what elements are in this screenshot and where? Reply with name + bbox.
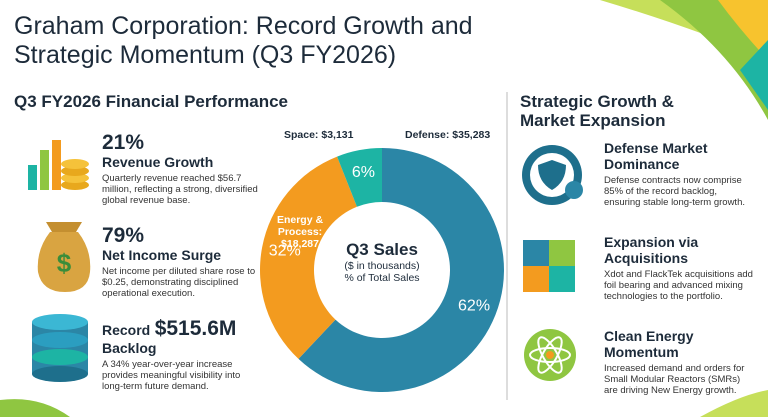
svg-text:$: $ — [57, 248, 72, 278]
metric-text: Net income per diluted share rose to $0.… — [102, 266, 256, 299]
metric-prefix: Record — [102, 322, 151, 338]
corner-shape — [660, 0, 768, 120]
atom-icon — [524, 329, 576, 381]
strategy-text: Increased demand and orders for Small Mo… — [604, 363, 745, 396]
chart-title: Q3 Sales — [346, 240, 418, 259]
strategy-text: Defense contracts now comprise 85% of th… — [604, 175, 745, 208]
strategy-title: Clean Energy Momentum — [604, 328, 694, 360]
shield-gear-icon — [522, 145, 583, 205]
donut-chart: 62% 32% 6% — [260, 148, 504, 392]
metric: 79% Net Income Surge Net income per dilu… — [102, 224, 262, 300]
metric-figure: 79% — [102, 224, 145, 247]
corner-shape — [0, 399, 70, 417]
metric-text: A 34% year-over-year increase provides m… — [102, 359, 241, 392]
donut-center: Q3 Sales ($ in thousands) % of Total Sal… — [330, 240, 434, 284]
category-label: Space: $3,131 — [284, 129, 354, 141]
donut-segment — [337, 148, 382, 207]
money-bag-icon: $ — [37, 222, 91, 292]
strategy-text: Xdot and FlackTek acquisitions add foil … — [604, 269, 753, 302]
strategy-title: Expansion via Acquisitions — [604, 234, 699, 266]
value-label: 6% — [352, 164, 375, 181]
chart-note: % of Total Sales — [344, 272, 420, 284]
page-title: Graham Corporation: Record Growth and St… — [14, 12, 473, 69]
section-heading: Strategic Growth & Market Expansion — [520, 92, 674, 130]
category-label: Defense: $35,283 — [405, 129, 491, 141]
metric-label: Revenue Growth — [102, 154, 214, 170]
database-icon — [32, 314, 88, 382]
value-label: 62% — [458, 298, 490, 315]
metric-label: Backlog — [102, 340, 157, 356]
strategy-item: Expansion via Acquisitions Xdot and Flac… — [604, 234, 754, 302]
donut-segment — [260, 156, 357, 359]
section-heading: Q3 FY2026 Financial Performance — [14, 92, 289, 111]
puzzle-icon — [523, 240, 575, 292]
strategy-item: Clean Energy Momentum Increased demand a… — [604, 328, 754, 396]
metric: Record $515.6M Backlog A 34% year-over-y… — [102, 317, 262, 393]
metric-figure: $515.6M — [154, 317, 237, 340]
value-label: 32% — [269, 243, 301, 260]
coins-icon — [28, 140, 89, 190]
strategy-item: Defense Market Dominance Defense contrac… — [604, 140, 754, 208]
metric-label: Net Income Surge — [102, 247, 222, 263]
corner-shape — [718, 0, 768, 60]
corner-shape — [740, 40, 768, 110]
metric-figure: 21% — [102, 131, 145, 154]
chart-subtitle: ($ in thousands) — [344, 260, 420, 272]
donut-segment — [298, 148, 504, 392]
metric: 21% Revenue Growth Quarterly revenue rea… — [102, 131, 262, 207]
corner-shape — [700, 390, 768, 417]
strategy-title: Defense Market Dominance — [604, 140, 708, 172]
metric-text: Quarterly revenue reached $56.7 million,… — [102, 173, 258, 206]
category-label: Energy & Process: $18,287 — [276, 214, 324, 250]
